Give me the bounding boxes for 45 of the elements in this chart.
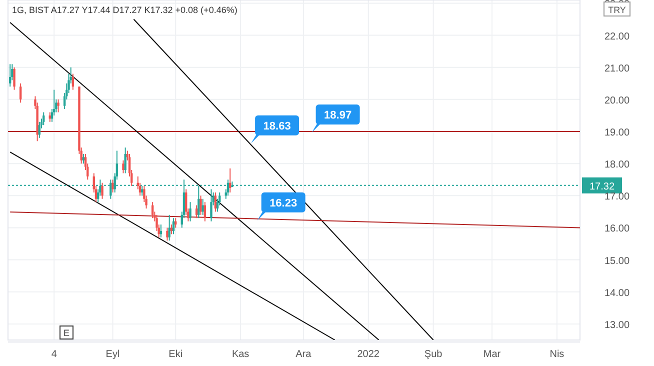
candlestick — [210, 188, 212, 222]
x-tick-label: Kas — [232, 349, 250, 360]
x-tick-label: 4 — [51, 349, 58, 360]
candlestick — [189, 202, 192, 222]
candlestick — [200, 195, 202, 216]
candlestick — [124, 147, 126, 174]
annotation: 18.97 — [324, 109, 352, 122]
x-tick-label: Mar — [483, 349, 502, 360]
x-tick-label: Şub — [424, 349, 443, 360]
annotation: 18.63 — [263, 120, 291, 132]
candlestick — [168, 214, 170, 242]
text: 1G, BIST A17.27 Y17.44 D17.27 K17.32 +0.08 (+0.46%) — [12, 5, 238, 15]
annotation: E — [63, 328, 70, 338]
candlestick — [170, 224, 173, 235]
candlestick — [195, 204, 198, 219]
y-tick-label: 18.00 — [604, 160, 630, 171]
x-tick-label: Nis — [550, 349, 564, 360]
y-tick-label: 16.00 — [604, 224, 630, 235]
candlestick — [19, 82, 22, 104]
candlestick — [101, 182, 104, 200]
candlestick — [112, 179, 114, 193]
annotation: 16.23 — [270, 197, 298, 210]
y-tick-label: 15.00 — [604, 256, 630, 267]
candlestick — [42, 112, 45, 126]
candlestick — [198, 186, 200, 219]
y-tick-label: 19.00 — [604, 128, 630, 139]
candlestick — [122, 160, 124, 174]
y-tick-label: 22.00 — [604, 31, 630, 42]
x-tick-label: 2022 — [357, 349, 380, 360]
x-tick-label: Eki — [168, 349, 183, 360]
x-tick-label: Eyl — [106, 349, 120, 360]
y-tick-label: 21.00 — [604, 63, 630, 74]
text: TRY — [608, 5, 626, 15]
candlestick — [82, 153, 85, 164]
candlestick — [214, 192, 217, 212]
y-tick-label: 14.00 — [604, 288, 630, 299]
y-tick-label: 13.00 — [604, 320, 630, 331]
ref-line-label: 17.32 — [589, 181, 615, 192]
y-tick-label: 17.00 — [604, 192, 630, 203]
x-tick-label: Ara — [296, 349, 312, 360]
candlestick — [8, 64, 12, 88]
y-tick-label: 20.00 — [604, 95, 630, 106]
candlestick — [166, 227, 168, 242]
candlestick — [13, 66, 16, 90]
candlestick — [57, 98, 60, 113]
